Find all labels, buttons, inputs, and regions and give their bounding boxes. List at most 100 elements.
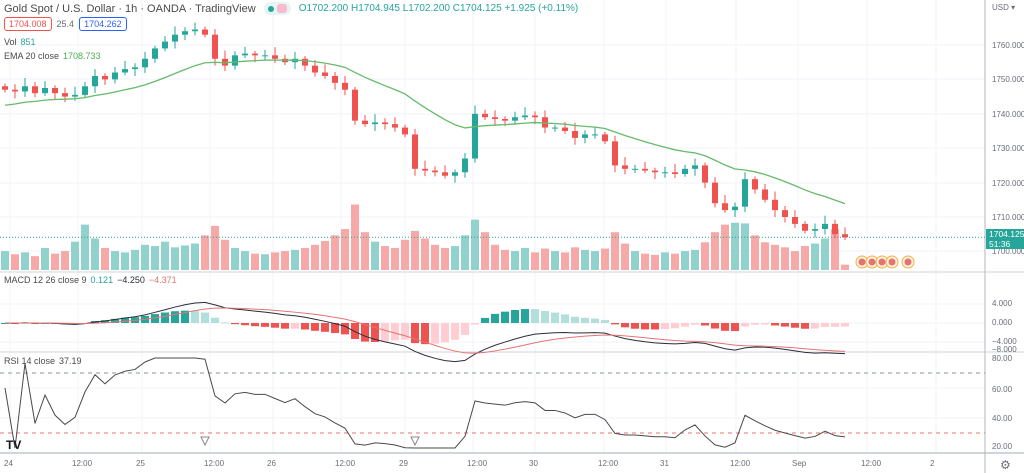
macd-histogram-bar xyxy=(781,323,789,327)
price-tick-label: 1720.000 xyxy=(992,179,1024,188)
spread-value: 25.4 xyxy=(56,19,75,29)
macd-histogram-bar xyxy=(821,323,829,327)
volume-bar xyxy=(171,247,179,270)
rsi-legend[interactable]: RSI 14 close 37.19 xyxy=(4,356,82,366)
candle-body xyxy=(372,122,378,125)
macd-histogram-bar xyxy=(711,323,719,329)
ohlc-readout: O1702.200 H1704.945 L1702.200 C1704.125 … xyxy=(299,3,579,14)
volume-bar xyxy=(541,248,549,270)
macd-histogram-bar xyxy=(611,323,619,325)
candle-body xyxy=(742,179,748,207)
macd-legend[interactable]: MACD 12 26 close 9 0.121 −4.250 −4.371 xyxy=(4,275,177,285)
volume-bar xyxy=(181,245,189,270)
macd-histogram-bar xyxy=(441,323,449,343)
macd-histogram-bar xyxy=(161,312,169,323)
settings-gear-icon[interactable]: ⚙ xyxy=(1000,458,1011,472)
candle-body xyxy=(662,172,668,174)
macd-histogram-bar xyxy=(551,312,559,323)
volume-bar xyxy=(841,264,849,270)
time-tick-label: 12:00 xyxy=(861,459,882,468)
time-tick-label: Sep xyxy=(792,459,807,468)
macd-histogram-bar xyxy=(841,323,849,327)
volume-bar xyxy=(371,241,379,270)
candle-body xyxy=(532,115,538,118)
us-flag-icon xyxy=(868,258,876,266)
macd-histogram-bar xyxy=(651,323,659,330)
macd-histogram-bar xyxy=(391,323,399,341)
volume-bar xyxy=(701,242,709,270)
volume-bar xyxy=(711,232,719,270)
candle-body xyxy=(12,89,18,92)
candle-body xyxy=(52,88,58,94)
volume-bar xyxy=(111,251,119,270)
time-tick-label: 30 xyxy=(529,459,538,468)
ema-legend[interactable]: EMA 20 close 1708.733 xyxy=(4,51,101,61)
candle-body xyxy=(672,172,678,174)
macd-histogram-bar xyxy=(801,323,809,329)
dividend-marker-icon xyxy=(200,436,210,447)
candle-body xyxy=(402,127,408,135)
volume-bar xyxy=(261,254,269,270)
currency-selector[interactable]: USD ▾ xyxy=(992,3,1016,12)
macd-histogram-bar xyxy=(751,323,759,325)
volume-bar xyxy=(1,251,9,270)
volume-bar xyxy=(621,243,629,270)
volume-bar xyxy=(141,244,149,270)
macd-histogram-bar xyxy=(301,323,309,330)
volume-bar xyxy=(531,252,539,270)
volume-bar xyxy=(751,235,759,270)
volume-bar xyxy=(231,247,239,270)
candle-body xyxy=(212,34,218,59)
market-status-pill[interactable] xyxy=(263,2,291,15)
macd-histogram-bar xyxy=(151,314,159,323)
price-tick-label: 1740.000 xyxy=(992,110,1024,119)
volume-bar xyxy=(91,238,99,270)
buy-button[interactable]: 1704.262 xyxy=(79,17,127,31)
macd-histogram-bar xyxy=(581,317,589,323)
volume-legend[interactable]: Vol 851 xyxy=(4,37,36,47)
rsi-tick-label: 60.00 xyxy=(992,385,1013,394)
sell-button[interactable]: 1704.008 xyxy=(4,17,52,31)
volume-bar xyxy=(121,252,129,270)
volume-bar xyxy=(481,232,489,270)
volume-bar xyxy=(101,247,109,270)
macd-histogram-bar xyxy=(211,317,219,323)
price-tick-label: 1760.000 xyxy=(992,41,1024,50)
candle-body xyxy=(752,179,758,190)
volume-bar xyxy=(251,253,259,270)
volume-bar xyxy=(281,251,289,270)
candle-body xyxy=(612,141,618,166)
volume-bar xyxy=(601,248,609,270)
macd-histogram-bar xyxy=(111,318,119,323)
macd-histogram-bar xyxy=(811,323,819,329)
ema-legend-label: EMA 20 close xyxy=(4,51,60,61)
volume-bar xyxy=(301,247,309,270)
macd-histogram-bar xyxy=(461,323,469,335)
data-flag-icon xyxy=(276,4,287,13)
candle-body xyxy=(432,170,438,173)
candle-body xyxy=(712,182,718,204)
volume-bar xyxy=(401,239,409,270)
macd-histogram-bar xyxy=(541,311,549,323)
macd-line-value: −4.250 xyxy=(117,275,145,285)
macd-histogram-bar xyxy=(561,314,569,323)
macd-histogram-bar xyxy=(411,323,419,344)
tradingview-logo[interactable]: TV xyxy=(6,438,22,452)
candle-body xyxy=(322,72,328,76)
candle-body xyxy=(542,117,548,128)
change-value: +1.925 (+0.11%) xyxy=(504,3,579,14)
candle-body xyxy=(762,189,768,200)
candle-body xyxy=(182,31,188,35)
volume-legend-value: 851 xyxy=(20,37,36,47)
macd-histogram-bar xyxy=(791,323,799,328)
volume-bar xyxy=(591,251,599,270)
candle-body xyxy=(682,168,688,174)
macd-histogram-bar xyxy=(421,323,429,345)
macd-histogram-bar xyxy=(101,320,109,323)
volume-bar xyxy=(771,244,779,270)
volume-bar xyxy=(81,224,89,270)
volume-bar xyxy=(311,244,319,270)
candle-body xyxy=(632,168,638,170)
symbol-title[interactable]: Gold Spot / U.S. Dollar · 1h · OANDA · T… xyxy=(4,2,256,15)
